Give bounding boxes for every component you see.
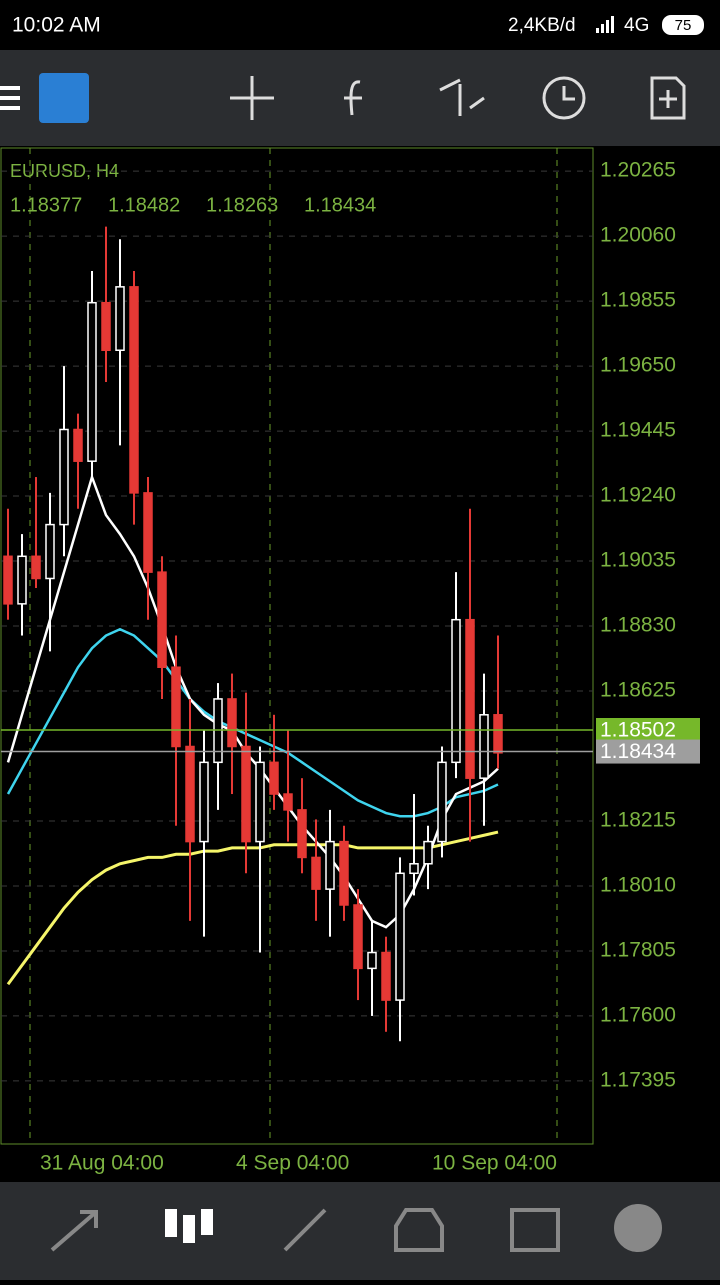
- candle-body: [227, 698, 237, 748]
- y-tick-label: 1.17805: [600, 938, 676, 961]
- price-label-box: [596, 718, 700, 743]
- candle-body: [199, 761, 209, 843]
- status-bar: [0, 0, 720, 50]
- app-logo[interactable]: [39, 73, 89, 123]
- candle-body: [493, 714, 503, 754]
- candle-body: [59, 428, 69, 526]
- y-tick-label: 1.19855: [600, 289, 676, 312]
- candle-body: [101, 301, 111, 351]
- y-tick-label: 1.20060: [600, 224, 676, 247]
- ohlc-value: 1.18263: [206, 194, 278, 216]
- clock-hands: [562, 86, 575, 101]
- objects-button[interactable]: [650, 76, 686, 120]
- candle-body: [297, 809, 307, 859]
- menu-button[interactable]: [0, 86, 20, 110]
- ohlc-value: 1.18434: [304, 194, 376, 216]
- candle-body: [157, 571, 167, 668]
- signal-icon: [596, 16, 614, 33]
- candle-body: [115, 286, 125, 351]
- y-tick-label: 1.18830: [600, 614, 676, 637]
- candle-body: [171, 666, 181, 748]
- candle-body: [451, 618, 461, 764]
- candle-body: [409, 863, 419, 875]
- moving-average: [6, 830, 499, 986]
- chat-tab[interactable]: [614, 1204, 662, 1252]
- status-time: 10:02 AM: [12, 14, 101, 37]
- period-separators: [29, 148, 558, 1144]
- chart-frame: [0, 147, 594, 1145]
- candle-body: [367, 951, 377, 970]
- ohlc-value: 1.18482: [108, 194, 180, 216]
- ohlc-value: 1.18377: [10, 194, 82, 216]
- y-tick-label: 1.18215: [600, 809, 676, 832]
- candle-body: [45, 523, 55, 580]
- indicators-button[interactable]: [344, 80, 362, 116]
- candle-body: [185, 745, 195, 843]
- price-label: 1.18434: [600, 740, 676, 763]
- candle-body: [437, 761, 447, 843]
- candle-body: [129, 286, 139, 494]
- candle-body: [311, 856, 321, 890]
- candle-body: [479, 714, 489, 779]
- news-tab[interactable]: [510, 1208, 560, 1252]
- x-tick-label: 4 Sep 04:00: [236, 1152, 349, 1175]
- chart-area: EURUSD, H4 1.18377 1.18482 1.18263 1.184341…: [0, 147, 700, 1175]
- candle-body: [87, 301, 97, 462]
- candle-body: [31, 555, 41, 580]
- status-network: 4G: [624, 15, 649, 36]
- y-tick-label: 1.18625: [600, 679, 676, 702]
- candle-body: [325, 840, 335, 890]
- status-battery: 75: [675, 17, 692, 34]
- candle-body: [283, 793, 293, 811]
- candle-body: [3, 555, 13, 605]
- y-tick-label: 1.20265: [600, 159, 676, 182]
- x-tick-label: 31 Aug 04:00: [40, 1152, 164, 1175]
- candle-body: [143, 492, 153, 573]
- crosshair-button[interactable]: [230, 76, 274, 120]
- history-tab[interactable]: [394, 1208, 444, 1252]
- status-speed: 2,4KB/d: [508, 15, 576, 36]
- candle-body: [423, 840, 433, 865]
- price-label-box: [596, 739, 700, 764]
- price-label: 1.18502: [600, 719, 676, 742]
- candle-body: [269, 761, 279, 795]
- candle-body: [339, 840, 349, 906]
- candle-body: [381, 951, 391, 1001]
- timeframe-button[interactable]: [542, 76, 586, 120]
- y-tick-label: 1.19035: [600, 549, 676, 572]
- y-tick-label: 1.19240: [600, 484, 676, 507]
- y-tick-label: 1.19650: [600, 354, 676, 377]
- y-tick-label: 1.18010: [600, 874, 676, 897]
- moving-average: [6, 473, 499, 929]
- candle-body: [241, 745, 251, 843]
- candle-body: [255, 761, 265, 843]
- trade-tab[interactable]: [283, 1208, 327, 1252]
- candle-body: [465, 618, 475, 779]
- x-tick-label: 10 Sep 04:00: [432, 1152, 557, 1175]
- bottom-nav: [0, 1182, 720, 1280]
- y-tick-label: 1.19445: [600, 419, 676, 442]
- candle-body: [353, 904, 363, 970]
- chart-tab[interactable]: [165, 1209, 213, 1243]
- quotes-tab[interactable]: [50, 1210, 98, 1252]
- candle-body: [395, 872, 405, 1001]
- y-tick-label: 1.17395: [600, 1068, 676, 1091]
- candle-body: [17, 555, 27, 605]
- trade-button[interactable]: [439, 78, 485, 116]
- y-tick-label: 1.17600: [600, 1003, 676, 1026]
- moving-average: [6, 627, 499, 818]
- candle-body: [73, 428, 83, 462]
- battery-icon: [662, 15, 704, 35]
